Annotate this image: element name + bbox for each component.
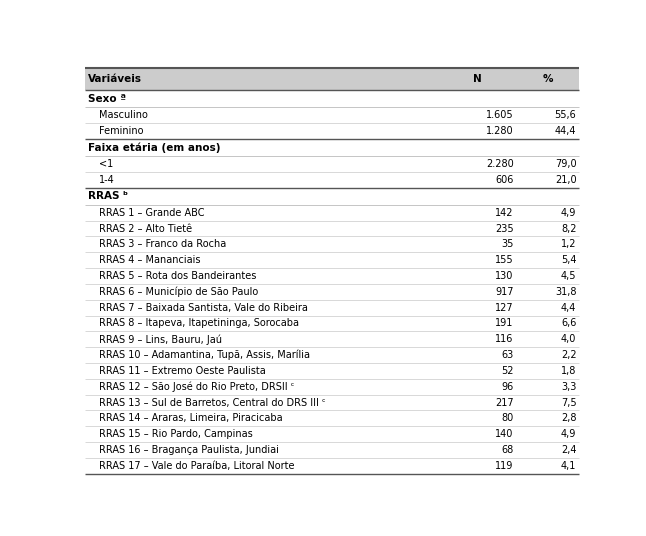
Bar	[85, 411, 579, 426]
Bar	[85, 442, 579, 458]
Text: 35: 35	[501, 240, 514, 249]
Text: 63: 63	[501, 350, 514, 360]
Text: RRAS 17 – Vale do Paraíba, Litoral Norte: RRAS 17 – Vale do Paraíba, Litoral Norte	[99, 461, 295, 471]
Bar	[85, 236, 579, 252]
Bar	[85, 172, 579, 188]
Text: 140: 140	[495, 429, 514, 439]
Text: 917: 917	[495, 287, 514, 297]
Text: Sexo ª: Sexo ª	[89, 94, 127, 103]
Text: 217: 217	[495, 398, 514, 407]
Text: 80: 80	[501, 413, 514, 423]
Text: 7,5: 7,5	[561, 398, 576, 407]
Text: N: N	[474, 74, 482, 84]
Text: 1-4: 1-4	[99, 175, 115, 185]
Text: 127: 127	[495, 303, 514, 312]
Text: 21,0: 21,0	[555, 175, 576, 185]
Text: RRAS 13 – Sul de Barretos, Central do DRS III ᶜ: RRAS 13 – Sul de Barretos, Central do DR…	[99, 398, 326, 407]
Text: Masculino: Masculino	[99, 110, 148, 120]
Text: 2,8: 2,8	[561, 413, 576, 423]
Text: RRAS 11 – Extremo Oeste Paulista: RRAS 11 – Extremo Oeste Paulista	[99, 366, 266, 376]
Text: 2,4: 2,4	[561, 445, 576, 455]
Text: 8,2: 8,2	[561, 224, 576, 234]
Text: Variáveis: Variáveis	[89, 74, 142, 84]
Text: 5,4: 5,4	[561, 255, 576, 265]
Bar	[85, 221, 579, 236]
Text: 155: 155	[495, 255, 514, 265]
Bar	[85, 205, 579, 221]
Bar	[85, 188, 579, 205]
Bar	[85, 458, 579, 474]
Text: RRAS 8 – Itapeva, Itapetininga, Sorocaba: RRAS 8 – Itapeva, Itapetininga, Sorocaba	[99, 318, 299, 329]
Bar	[85, 363, 579, 379]
Text: <1: <1	[99, 159, 114, 169]
Text: RRAS 2 – Alto Tietê: RRAS 2 – Alto Tietê	[99, 224, 193, 234]
Text: 130: 130	[495, 271, 514, 281]
Text: 2.280: 2.280	[486, 159, 514, 169]
Text: 142: 142	[495, 208, 514, 218]
Text: RRAS 9 – Lins, Bauru, Jaú: RRAS 9 – Lins, Bauru, Jaú	[99, 334, 222, 345]
Text: 1,8: 1,8	[561, 366, 576, 376]
Text: RRAS 14 – Araras, Limeira, Piracicaba: RRAS 14 – Araras, Limeira, Piracicaba	[99, 413, 283, 423]
Bar	[85, 331, 579, 347]
Bar	[85, 123, 579, 139]
Text: RRAS ᵇ: RRAS ᵇ	[89, 191, 129, 201]
Text: 44,4: 44,4	[555, 126, 576, 136]
Text: 1.280: 1.280	[486, 126, 514, 136]
Text: 79,0: 79,0	[555, 159, 576, 169]
Text: 2,2: 2,2	[561, 350, 576, 360]
Text: RRAS 7 – Baixada Santista, Vale do Ribeira: RRAS 7 – Baixada Santista, Vale do Ribei…	[99, 303, 308, 312]
Text: RRAS 15 – Rio Pardo, Campinas: RRAS 15 – Rio Pardo, Campinas	[99, 429, 253, 439]
Bar	[85, 300, 579, 316]
Bar	[85, 139, 579, 156]
Bar	[85, 268, 579, 284]
Bar	[85, 68, 579, 90]
Text: RRAS 5 – Rota dos Bandeirantes: RRAS 5 – Rota dos Bandeirantes	[99, 271, 256, 281]
Text: 68: 68	[501, 445, 514, 455]
Text: 1.605: 1.605	[486, 110, 514, 120]
Text: 3,3: 3,3	[561, 382, 576, 392]
Text: 4,0: 4,0	[561, 334, 576, 344]
Text: 31,8: 31,8	[555, 287, 576, 297]
Text: 52: 52	[501, 366, 514, 376]
Bar	[85, 107, 579, 123]
Text: 6,6: 6,6	[561, 318, 576, 329]
Text: 119: 119	[495, 461, 514, 471]
Text: 606: 606	[495, 175, 514, 185]
Bar	[85, 316, 579, 331]
Text: 4,5: 4,5	[561, 271, 576, 281]
Text: RRAS 10 – Adamantina, Tupã, Assis, Marília: RRAS 10 – Adamantina, Tupã, Assis, Maríl…	[99, 350, 310, 360]
Text: 1,2: 1,2	[561, 240, 576, 249]
Bar	[85, 284, 579, 300]
Text: 96: 96	[501, 382, 514, 392]
Text: RRAS 6 – Município de São Paulo: RRAS 6 – Município de São Paulo	[99, 287, 258, 297]
Text: RRAS 4 – Mananciais: RRAS 4 – Mananciais	[99, 255, 201, 265]
Bar	[85, 156, 579, 172]
Text: 4,9: 4,9	[561, 429, 576, 439]
Text: 4,4: 4,4	[561, 303, 576, 312]
Text: Faixa etária (em anos): Faixa etária (em anos)	[89, 142, 221, 153]
Text: 4,1: 4,1	[561, 461, 576, 471]
Bar	[85, 379, 579, 394]
Bar	[85, 426, 579, 442]
Text: Feminino: Feminino	[99, 126, 144, 136]
Bar	[85, 394, 579, 411]
Text: %: %	[542, 74, 553, 84]
Text: 191: 191	[495, 318, 514, 329]
Text: RRAS 16 – Bragança Paulista, Jundiai: RRAS 16 – Bragança Paulista, Jundiai	[99, 445, 279, 455]
Text: RRAS 1 – Grande ABC: RRAS 1 – Grande ABC	[99, 208, 205, 218]
Text: 4,9: 4,9	[561, 208, 576, 218]
Text: RRAS 12 – São José do Rio Preto, DRSII ᶜ: RRAS 12 – São José do Rio Preto, DRSII ᶜ	[99, 382, 295, 392]
Text: 235: 235	[495, 224, 514, 234]
Text: 55,6: 55,6	[555, 110, 576, 120]
Bar	[85, 252, 579, 268]
Text: 116: 116	[495, 334, 514, 344]
Text: RRAS 3 – Franco da Rocha: RRAS 3 – Franco da Rocha	[99, 240, 227, 249]
Bar	[85, 90, 579, 107]
Bar	[85, 347, 579, 363]
